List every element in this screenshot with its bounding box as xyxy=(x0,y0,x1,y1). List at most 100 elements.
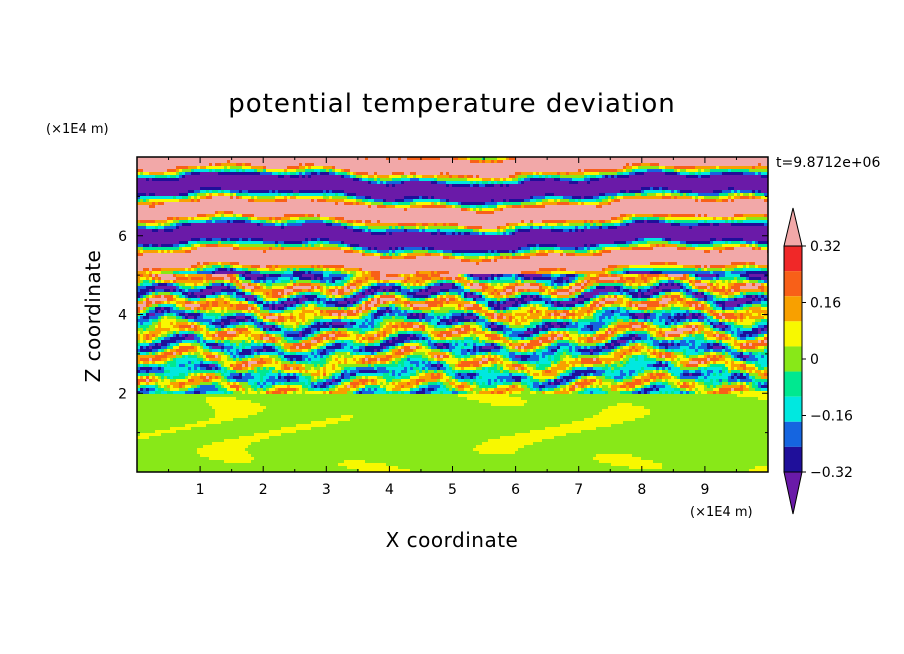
contour-cell xyxy=(329,238,635,241)
contour-cell xyxy=(224,346,233,349)
contour-cell xyxy=(386,352,392,355)
contour-cell xyxy=(302,310,314,313)
contour-cell xyxy=(572,349,575,352)
contour-cell xyxy=(509,283,515,286)
contour-cell xyxy=(239,196,242,199)
contour-cell xyxy=(677,313,680,316)
contour-cell xyxy=(470,259,482,262)
contour-cell xyxy=(206,220,212,223)
contour-cell xyxy=(689,355,698,358)
contour-cell xyxy=(407,253,425,256)
contour-cell xyxy=(611,352,614,355)
contour-cell xyxy=(641,187,650,190)
contour-cell xyxy=(530,301,545,304)
contour-cell xyxy=(653,187,659,190)
contour-cell xyxy=(395,337,398,340)
contour-cell xyxy=(560,253,563,256)
contour-cell xyxy=(491,355,494,358)
contour-cell xyxy=(224,307,227,310)
contour-cell xyxy=(713,298,716,301)
contour-cell xyxy=(137,208,404,211)
contour-cell xyxy=(299,304,302,307)
contour-cell xyxy=(479,346,482,349)
contour-cell xyxy=(737,337,740,340)
contour-cell xyxy=(665,262,668,265)
contour-cell xyxy=(578,247,584,250)
contour-cell xyxy=(395,292,401,295)
contour-cell xyxy=(140,322,143,325)
contour-cell xyxy=(554,301,557,304)
contour-cell xyxy=(518,319,521,322)
contour-cell xyxy=(746,265,749,268)
contour-cell xyxy=(332,280,335,283)
contour-cell xyxy=(662,283,665,286)
contour-cell xyxy=(275,199,287,202)
contour-cell xyxy=(401,325,413,328)
contour-cell xyxy=(506,334,509,337)
contour-cell xyxy=(482,313,485,316)
contour-cell xyxy=(692,343,695,346)
contour-cell xyxy=(617,226,689,229)
contour-cell xyxy=(143,322,152,325)
contour-cell xyxy=(659,166,665,169)
contour-cell xyxy=(698,355,704,358)
contour-cell xyxy=(761,292,764,295)
contour-cell xyxy=(563,280,566,283)
contour-cell xyxy=(224,352,227,355)
contour-cell xyxy=(236,283,242,286)
contour-cell xyxy=(323,304,326,307)
contour-cell xyxy=(326,301,338,304)
contour-cell xyxy=(680,313,683,316)
contour-cell xyxy=(761,196,768,199)
contour-cell xyxy=(317,328,320,331)
contour-cell xyxy=(284,331,299,334)
contour-cell xyxy=(509,325,524,328)
contour-cell xyxy=(419,196,422,199)
contour-cell xyxy=(368,175,374,178)
contour-cell xyxy=(632,325,641,328)
contour-cell xyxy=(614,334,617,337)
contour-cell xyxy=(179,217,188,220)
contour-cell xyxy=(311,325,329,328)
contour-cell xyxy=(659,328,662,331)
contour-cell xyxy=(452,286,458,289)
contour-cell xyxy=(575,253,593,256)
contour-cell xyxy=(635,172,644,175)
contour-cell xyxy=(392,331,395,334)
contour-cell xyxy=(407,316,419,319)
contour-cell xyxy=(695,298,698,301)
contour-cell xyxy=(485,313,494,316)
contour-cell xyxy=(419,337,422,340)
contour-cell xyxy=(641,277,647,280)
contour-cell xyxy=(164,250,167,253)
contour-cell xyxy=(230,328,233,331)
contour-cell xyxy=(173,322,176,325)
contour-cell xyxy=(602,199,608,202)
contour-cell xyxy=(236,295,242,298)
contour-cell xyxy=(530,256,768,259)
contour-cell xyxy=(302,172,305,175)
contour-cell xyxy=(719,193,728,196)
contour-cell xyxy=(599,202,608,205)
contour-cell xyxy=(623,196,662,199)
contour-cell xyxy=(644,280,647,283)
contour-cell xyxy=(545,250,548,253)
contour-cell xyxy=(722,319,725,322)
contour-cell xyxy=(185,355,188,358)
contour-cell xyxy=(737,310,746,313)
contour-cell xyxy=(197,268,200,271)
contour-cell xyxy=(452,157,458,160)
contour-cell xyxy=(236,214,242,217)
contour-cell xyxy=(683,283,686,286)
contour-cell xyxy=(599,292,608,295)
contour-cell xyxy=(719,337,722,340)
contour-cell xyxy=(137,214,197,217)
contour-cell xyxy=(710,316,713,319)
contour-cell xyxy=(416,349,431,352)
contour-cell xyxy=(704,331,713,334)
contour-cell xyxy=(137,262,197,265)
contour-cell xyxy=(557,310,563,313)
contour-cell xyxy=(236,196,239,199)
contour-cell xyxy=(380,334,383,337)
contour-cell xyxy=(551,298,557,301)
